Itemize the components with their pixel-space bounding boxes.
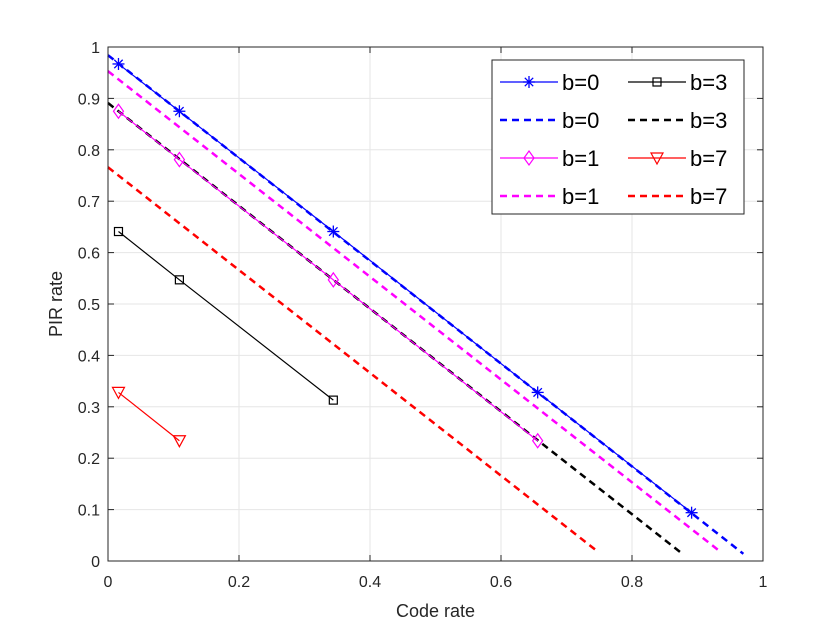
asterisk-stroke [524,77,534,87]
series-b0-solid [112,57,698,519]
y-tick-label: 1 [91,40,100,57]
series-line [107,70,722,554]
legend-label: b=0 [562,108,599,133]
asterisk-stroke [328,226,338,237]
x-tick-label: 1 [759,574,768,591]
x-tick-label: 0.4 [359,574,381,591]
y-tick-label: 0 [91,554,100,571]
legend: b=0 b=3 b=0 b=3 b=1 b=7 b=1 b=7 [491,59,745,215]
y-tick-label: 0.9 [78,91,100,108]
diamond-marker [173,151,186,168]
x-axis-title: Code rate [396,601,475,621]
series-b3-solid [113,226,338,405]
y-tick-label: 0.5 [78,297,100,314]
y-tick-label: 0.3 [78,400,100,417]
asterisk-stroke [174,106,185,116]
diamond-marker [327,271,340,288]
y-tick-label: 0.2 [78,451,100,468]
legend-entry: b=1 [500,146,599,171]
series-line [118,391,180,442]
x-tick-label: 0.8 [621,574,643,591]
y-tick-label: 0.6 [78,246,100,263]
legend-entry: b=0 [500,108,599,133]
y-axis-title: PIR rate [46,271,66,337]
ticks: 0 0.2 0.4 0.6 0.8 1 0 0.1 0.2 0.3 0.4 0.5 0.6 0.7 0.8 0… [78,40,768,591]
square-marker [328,395,338,405]
y-tick-label: 0.1 [78,503,100,520]
asterisk-marker [327,225,340,238]
legend-label: b=7 [690,184,727,209]
legend-label: b=1 [562,184,599,209]
series-line [118,110,539,442]
series-line [118,231,334,401]
x-tick-label: 0.2 [228,574,250,591]
series-b7-solid [111,386,187,448]
square-marker [174,275,184,285]
asterisk-marker [523,76,535,88]
legend-label: b=1 [562,146,599,171]
diamond-marker [523,149,535,167]
asterisk-marker [685,506,698,519]
y-tick-label: 0.8 [78,143,100,160]
asterisk-marker [112,57,125,70]
series-b7-dashed [107,166,597,552]
legend-label: b=3 [690,108,727,133]
legend-box [491,59,745,215]
legend-entry: b=0 [500,70,599,95]
series-line [107,166,597,552]
legend-label: b=7 [690,146,727,171]
asterisk-stroke [686,508,697,518]
x-tick-label: 0 [104,574,113,591]
y-tick-label: 0.4 [78,348,100,365]
x-tick-label: 0.6 [490,574,512,591]
legend-entry: b=3 [628,70,727,95]
legend-entry: b=1 [500,184,599,209]
asterisk-stroke [533,387,543,398]
series-b1-solid [112,103,544,449]
diamond-marker [112,103,125,120]
triangle-down-marker [111,386,126,400]
square-marker [652,77,662,87]
legend-entry: b=3 [628,108,727,133]
legend-label: b=0 [562,70,599,95]
triangle-down-marker [649,152,665,166]
asterisk-stroke [113,59,124,69]
asterisk-marker [531,386,544,399]
legend-entry: b=7 [628,184,727,209]
square-marker [113,226,124,237]
asterisk-marker [173,105,186,118]
triangle-down-marker [172,435,187,448]
y-tick-label: 0.7 [78,194,100,211]
series-group [107,54,745,555]
diamond-marker [531,432,544,449]
legend-label: b=3 [690,70,727,95]
series-b1-dashed [107,70,722,554]
legend-entry: b=7 [628,146,727,171]
